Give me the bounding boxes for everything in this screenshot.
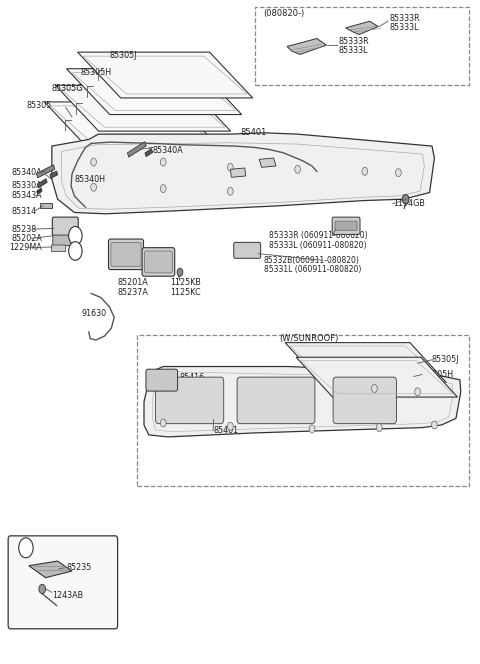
FancyBboxPatch shape: [234, 242, 261, 258]
Text: 1125KB: 1125KB: [170, 278, 201, 287]
Circle shape: [19, 538, 33, 558]
Polygon shape: [259, 158, 276, 167]
Text: 85305J: 85305J: [432, 355, 459, 365]
Text: 85238: 85238: [12, 224, 37, 234]
FancyBboxPatch shape: [144, 251, 172, 273]
Polygon shape: [52, 133, 434, 214]
FancyBboxPatch shape: [52, 217, 78, 236]
Polygon shape: [66, 69, 242, 115]
FancyBboxPatch shape: [332, 217, 360, 234]
Text: 1243AB: 1243AB: [52, 591, 83, 600]
Polygon shape: [296, 357, 457, 397]
Text: 85343A: 85343A: [12, 191, 43, 201]
Text: 85401: 85401: [214, 426, 239, 435]
Polygon shape: [37, 179, 47, 188]
Circle shape: [160, 419, 166, 427]
Text: 85305H: 85305H: [80, 68, 111, 77]
Circle shape: [91, 183, 96, 191]
Circle shape: [376, 424, 382, 432]
Text: 85333R (060911-080820): 85333R (060911-080820): [269, 231, 367, 240]
Text: 85330A: 85330A: [12, 181, 43, 191]
Circle shape: [228, 187, 233, 195]
Polygon shape: [145, 149, 153, 157]
FancyBboxPatch shape: [146, 369, 178, 391]
Text: a: a: [24, 543, 28, 552]
Circle shape: [91, 158, 96, 166]
Text: 85305G: 85305G: [52, 84, 84, 94]
Text: 91630: 91630: [82, 309, 107, 318]
Polygon shape: [45, 102, 220, 147]
Text: (080820-): (080820-): [263, 9, 304, 18]
Text: a: a: [73, 246, 78, 256]
Text: 85332B(060911-080820): 85332B(060911-080820): [264, 256, 360, 265]
Text: 85305: 85305: [26, 101, 52, 110]
Text: 85305J: 85305J: [109, 51, 137, 60]
Circle shape: [39, 584, 46, 594]
Polygon shape: [287, 39, 326, 54]
FancyBboxPatch shape: [51, 245, 66, 252]
Text: 85333L (060911-080820): 85333L (060911-080820): [269, 240, 366, 250]
Circle shape: [177, 268, 183, 276]
FancyBboxPatch shape: [142, 248, 175, 276]
Polygon shape: [144, 367, 461, 437]
Polygon shape: [127, 141, 146, 157]
Circle shape: [396, 169, 401, 177]
Bar: [255, 7, 469, 85]
Polygon shape: [77, 52, 252, 98]
Polygon shape: [50, 171, 58, 178]
FancyBboxPatch shape: [53, 235, 72, 246]
Text: 1194GB: 1194GB: [394, 199, 425, 208]
Bar: [137, 335, 469, 486]
Text: 85201A: 85201A: [118, 278, 148, 287]
Circle shape: [69, 242, 82, 260]
Text: 85202A: 85202A: [12, 234, 43, 243]
Circle shape: [160, 158, 166, 166]
Text: 85333L: 85333L: [339, 46, 368, 55]
FancyBboxPatch shape: [111, 242, 141, 266]
FancyBboxPatch shape: [156, 377, 224, 424]
Text: 85235: 85235: [66, 563, 92, 572]
Polygon shape: [55, 86, 230, 131]
FancyBboxPatch shape: [335, 221, 357, 230]
Text: 85237A: 85237A: [118, 288, 148, 297]
Polygon shape: [36, 189, 42, 194]
Circle shape: [362, 167, 368, 175]
Circle shape: [295, 165, 300, 173]
Polygon shape: [39, 203, 52, 208]
FancyBboxPatch shape: [8, 536, 118, 629]
FancyBboxPatch shape: [237, 377, 315, 424]
Text: 1125KC: 1125KC: [170, 288, 201, 297]
Text: 85314: 85314: [12, 207, 37, 216]
Circle shape: [228, 163, 233, 171]
Polygon shape: [29, 561, 72, 578]
Text: 85305H: 85305H: [422, 370, 454, 379]
Circle shape: [432, 421, 437, 429]
Text: a: a: [73, 231, 78, 240]
FancyBboxPatch shape: [333, 377, 396, 424]
Text: 85333L: 85333L: [390, 23, 419, 33]
Text: 85401: 85401: [240, 128, 266, 137]
Circle shape: [69, 226, 82, 245]
Circle shape: [309, 425, 315, 433]
Text: 85416: 85416: [180, 373, 205, 382]
Text: 85333R: 85333R: [339, 37, 370, 46]
Polygon shape: [285, 343, 446, 382]
Polygon shape: [346, 21, 378, 35]
Text: 85333R: 85333R: [390, 14, 420, 23]
Polygon shape: [36, 165, 55, 178]
Circle shape: [228, 422, 233, 430]
Text: 85340H: 85340H: [74, 175, 106, 184]
Text: 85340A: 85340A: [12, 168, 43, 177]
FancyBboxPatch shape: [108, 239, 144, 270]
Text: 85340A: 85340A: [153, 146, 183, 155]
Circle shape: [402, 195, 409, 204]
Circle shape: [160, 185, 166, 193]
Text: 1229MA: 1229MA: [10, 243, 42, 252]
Text: (W/SUNROOF): (W/SUNROOF): [279, 334, 339, 343]
Circle shape: [372, 384, 377, 392]
Polygon shape: [230, 168, 246, 177]
Circle shape: [415, 388, 420, 396]
Text: 85331L (060911-080820): 85331L (060911-080820): [264, 265, 361, 274]
